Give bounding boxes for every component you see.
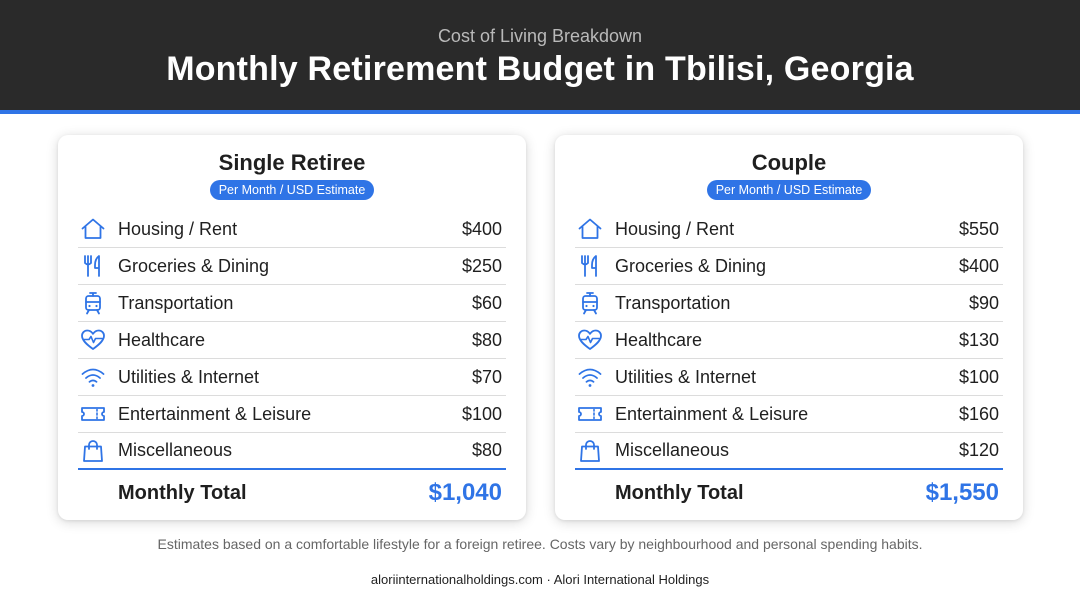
monthly-total-label: Monthly Total [118,481,247,504]
fork-knife-icon [79,252,107,280]
expense-amount: $250 [461,255,502,276]
monthly-total-row: Monthly Total $1,040 [78,475,506,511]
expense-row-groceries: Groceries & Dining $250 [78,248,506,285]
expense-amount: $70 [471,366,502,387]
house-icon [576,215,604,243]
expense-amount: $130 [958,329,999,350]
expense-amount: $550 [958,218,999,239]
expense-row-healthcare: Healthcare $80 [78,322,506,359]
expense-label: Utilities & Internet [118,366,260,387]
expense-row-transportation: Transportation $90 [575,285,1003,322]
house-icon [79,215,107,243]
expense-label: Healthcare [615,329,703,350]
expense-row-miscellaneous: Miscellaneous $80 [78,433,506,470]
ticket-icon [79,400,107,428]
expense-amount: $80 [471,329,502,350]
monthly-total-amount: $1,550 [925,479,999,506]
expense-amount: $60 [471,292,502,313]
expense-row-groceries: Groceries & Dining $400 [575,248,1003,285]
expense-label: Entertainment & Leisure [615,403,809,424]
expense-row-utilities: Utilities & Internet $70 [78,359,506,396]
wifi-icon [79,363,107,391]
header-accent-bar [0,110,1080,114]
expense-label: Groceries & Dining [118,255,270,276]
per-month-badge: Per Month / USD Estimate [209,180,375,200]
shopping-bag-icon [576,437,604,465]
disclaimer-footnote: Estimates based on a comfortable lifesty… [157,536,923,552]
budget-card-couple: Couple Per Month / USD Estimate Housing … [555,135,1023,520]
expense-row-miscellaneous: Miscellaneous $120 [575,433,1003,470]
shopping-bag-icon [79,437,107,465]
expense-amount: $120 [958,440,999,460]
expense-label: Groceries & Dining [615,255,767,276]
expense-label: Utilities & Internet [615,366,757,387]
expense-label: Healthcare [118,329,206,350]
ticket-icon [576,400,604,428]
page-subtitle: Cost of Living Breakdown [437,26,643,46]
monthly-total-row: Monthly Total $1,550 [575,475,1003,511]
expense-row-entertainment: Entertainment & Leisure $160 [575,396,1003,433]
expense-row-utilities: Utilities & Internet $100 [575,359,1003,396]
expense-row-transportation: Transportation $60 [78,285,506,322]
page-title: Monthly Retirement Budget in Tbilisi, Ge… [166,50,914,88]
monthly-total-amount: $1,040 [428,479,502,506]
monthly-total-label: Monthly Total [615,481,744,504]
card-title: Single Retiree [218,150,366,175]
expense-label: Entertainment & Leisure [118,403,312,424]
expense-amount: $160 [958,403,999,424]
heart-pulse-icon [576,326,604,354]
expense-row-housing: Housing / Rent $400 [78,211,506,248]
wifi-icon [576,363,604,391]
expense-label: Transportation [118,292,234,313]
expense-amount: $100 [461,403,502,424]
card-title: Couple [751,150,827,175]
expense-amount: $90 [968,292,999,313]
expense-amount: $80 [471,440,502,460]
budget-card-single: Single Retiree Per Month / USD Estimate … [58,135,526,520]
expense-list: Housing / Rent $550 Groceries & Dining $… [575,211,1003,470]
expense-amount: $400 [958,255,999,276]
per-month-badge: Per Month / USD Estimate [706,180,872,200]
expense-label: Miscellaneous [118,440,233,460]
expense-label: Transportation [615,292,731,313]
expense-label: Housing / Rent [118,218,238,239]
fork-knife-icon [576,252,604,280]
expense-row-entertainment: Entertainment & Leisure $100 [78,396,506,433]
header-banner: Cost of Living Breakdown Monthly Retirem… [0,0,1080,110]
tram-icon [79,289,107,317]
tram-icon [576,289,604,317]
expense-row-housing: Housing / Rent $550 [575,211,1003,248]
expense-amount: $400 [461,218,502,239]
expense-list: Housing / Rent $400 Groceries & Dining $… [78,211,506,470]
expense-row-healthcare: Healthcare $130 [575,322,1003,359]
footer-credit: aloriinternationalholdings.com · Alori I… [370,572,710,587]
heart-pulse-icon [79,326,107,354]
expense-label: Miscellaneous [615,440,730,460]
expense-label: Housing / Rent [615,218,735,239]
expense-amount: $100 [958,366,999,387]
